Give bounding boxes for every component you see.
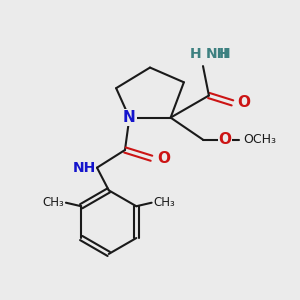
- Text: O: O: [157, 151, 170, 166]
- Text: O: O: [219, 132, 232, 147]
- Text: NH: NH: [206, 47, 229, 61]
- Text: H: H: [190, 47, 202, 61]
- Text: H: H: [218, 47, 230, 61]
- Text: N: N: [123, 110, 136, 125]
- Text: CH₃: CH₃: [153, 196, 175, 209]
- Text: O: O: [238, 95, 251, 110]
- Text: OCH₃: OCH₃: [243, 133, 276, 146]
- Text: NH: NH: [72, 161, 95, 175]
- Text: CH₃: CH₃: [43, 196, 64, 209]
